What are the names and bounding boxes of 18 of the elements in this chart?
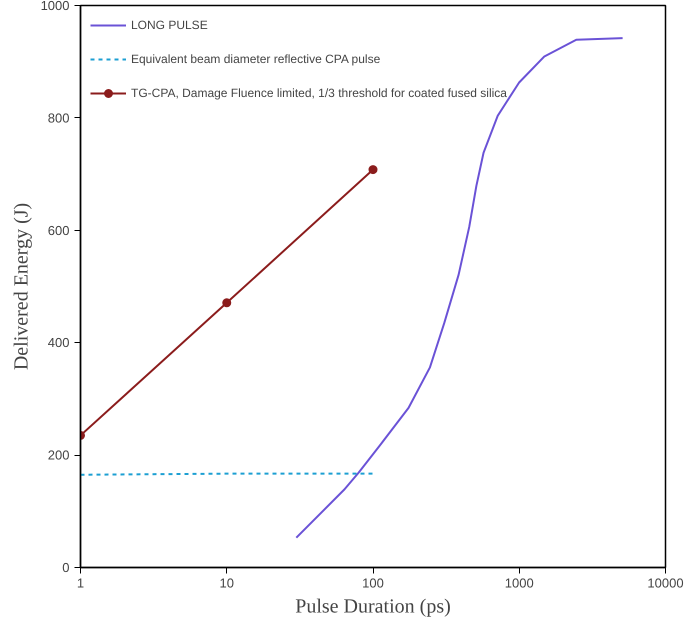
- y-tick-label: 200: [48, 448, 70, 463]
- point: [222, 298, 232, 308]
- x-tick-label: 10: [220, 576, 234, 590]
- y-axis-title: Delivered Energy (J): [10, 202, 33, 370]
- legend-label: Equivalent beam diameter reflective CPA pulse: [131, 52, 380, 66]
- legend-label: LONG PULSE: [131, 18, 208, 32]
- x-tick-label: 1000: [504, 576, 534, 590]
- y-tick-label: 400: [48, 335, 70, 350]
- x-tick-label: 100: [362, 576, 384, 590]
- x-tick-label: 1: [76, 576, 84, 590]
- y-tick-label: 600: [48, 222, 70, 238]
- y-tick-label: 1000: [40, 0, 70, 13]
- x-axis-title: Pulse Duration (ps): [295, 596, 451, 618]
- point: [368, 165, 378, 174]
- y-tick-label: 0: [62, 560, 70, 575]
- y-tick-label: 800: [48, 110, 70, 126]
- legend-label: TG-CPA, Damage Fluence limited, 1/3 threshold for coated fused silica: [131, 86, 507, 100]
- x-tick-label: 10000: [647, 576, 684, 590]
